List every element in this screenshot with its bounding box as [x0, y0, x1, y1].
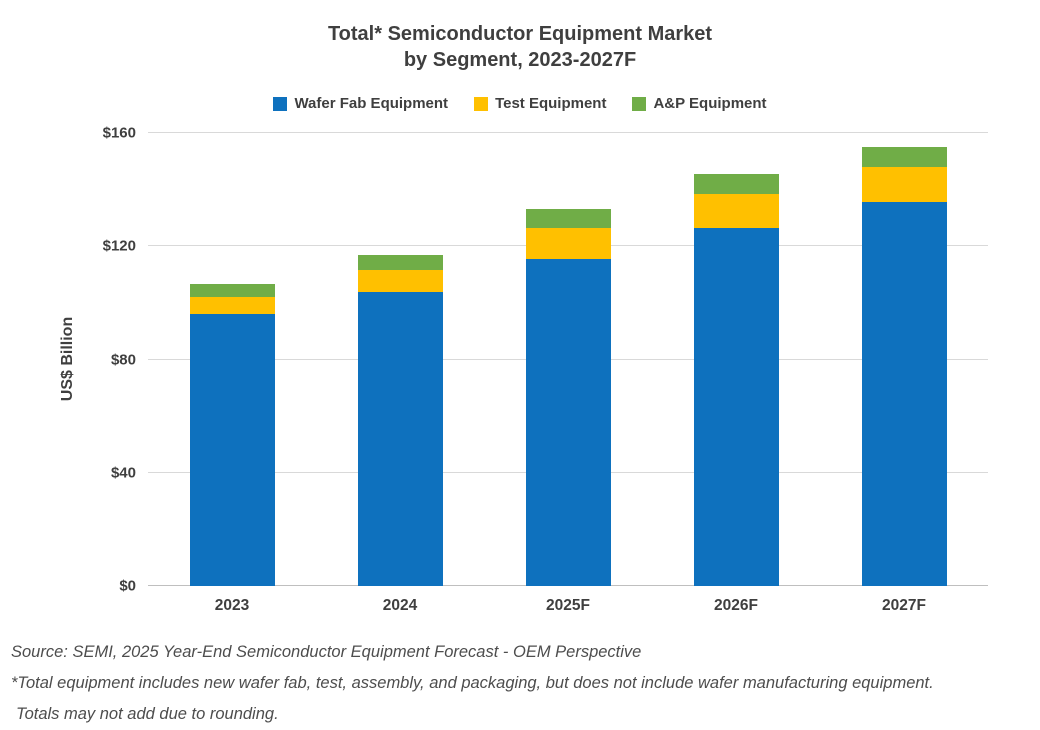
- y-tick-label-120: $120: [102, 237, 136, 255]
- chart-title: Total* Semiconductor Equipment Market by…: [0, 21, 1040, 73]
- legend-swatch-wafer-fab-icon: [273, 96, 288, 111]
- plot-area: [148, 132, 988, 586]
- total-definition-note: *Total equipment includes new wafer fab,…: [11, 674, 934, 692]
- legend-item-test: Test Equipment: [474, 95, 606, 112]
- legend-swatch-ap-icon: [632, 96, 647, 111]
- x-tick-label-2026f: 2026F: [714, 597, 758, 614]
- bar-segment-2027f-wafer-fab-equipment: [861, 202, 947, 586]
- y-tick-label-80: $80: [110, 351, 136, 368]
- bar-segment-2024-wafer-fab-equipment: [357, 291, 443, 586]
- bar-segment-2023-test-equipment: [189, 297, 275, 315]
- x-tick-label-2027f: 2027F: [882, 597, 926, 614]
- x-tick-label-2023: 2023: [214, 597, 250, 614]
- chart-title-line2: by Segment, 2023-2027F: [403, 49, 637, 71]
- y-tick-labels: $0 $40 $80 $120 $160: [0, 125, 136, 595]
- bar-segment-2025f-test-equipment: [525, 227, 611, 259]
- x-axis-labels: 2023 2024 2025F 2026F 2027F: [148, 597, 988, 621]
- legend-item-wafer-fab: Wafer Fab Equipment: [273, 95, 448, 112]
- x-tick-label-2024: 2024: [382, 597, 418, 614]
- bar-segment-2026f-wafer-fab-equipment: [693, 227, 779, 586]
- legend-label-wafer-fab: Wafer Fab Equipment: [294, 95, 449, 112]
- x-tick-label-2025f: 2025F: [546, 597, 590, 614]
- bar-segment-2024-a-p-equipment: [357, 254, 443, 271]
- y-tick-label-40: $40: [110, 464, 136, 482]
- bar-segment-2025f-wafer-fab-equipment: [525, 259, 611, 586]
- bar-segment-2024-test-equipment: [357, 270, 443, 292]
- bar-segment-2027f-a-p-equipment: [861, 147, 947, 167]
- source-note: Source: SEMI, 2025 Year-End Semiconducto…: [11, 643, 642, 661]
- gridline-160: [148, 132, 988, 133]
- bar-segment-2027f-test-equipment: [861, 166, 947, 203]
- legend: Wafer Fab Equipment Test Equipment A&P E…: [0, 95, 1040, 112]
- rounding-note: Totals may not add due to rounding.: [16, 705, 279, 723]
- footer-notes: Source: SEMI, 2025 Year-End Semiconducto…: [11, 637, 1035, 730]
- bar-segment-2023-a-p-equipment: [189, 284, 275, 298]
- chart-title-line1: Total* Semiconductor Equipment Market: [327, 23, 713, 45]
- bar-segment-2026f-a-p-equipment: [693, 174, 779, 194]
- y-tick-label-160: $160: [102, 124, 136, 142]
- legend-label-ap: A&P Equipment: [653, 95, 767, 112]
- bar-segment-2023-wafer-fab-equipment: [189, 314, 275, 586]
- legend-swatch-test-icon: [474, 96, 489, 111]
- y-tick-label-0: $0: [119, 577, 136, 595]
- legend-item-ap: A&P Equipment: [632, 95, 767, 112]
- bar-segment-2025f-a-p-equipment: [525, 209, 611, 228]
- legend-label-test: Test Equipment: [495, 95, 607, 112]
- bar-segment-2026f-test-equipment: [693, 193, 779, 228]
